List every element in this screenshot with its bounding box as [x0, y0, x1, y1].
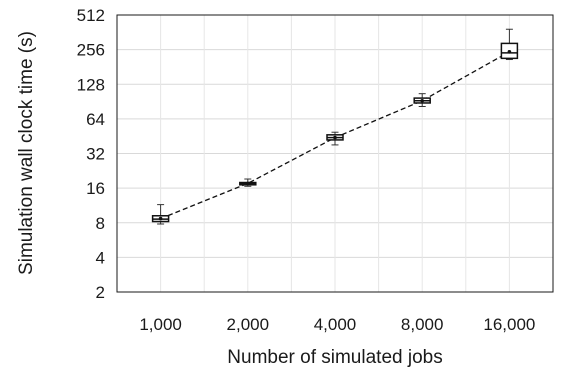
x-tick-labels: 1,000 2,000 4,000 8,000 16,000 — [139, 315, 535, 334]
box-16000 — [500, 28, 519, 61]
x-tick-label: 4,000 — [314, 315, 357, 334]
grid-lines — [117, 14, 553, 293]
box-1000 — [151, 204, 170, 225]
box-2000 — [239, 178, 257, 187]
y-tick-labels: 2 4 8 16 32 64 128 256 512 — [77, 6, 105, 302]
mean-marker — [158, 216, 163, 221]
y-tick-label: 32 — [86, 145, 105, 164]
y-tick-label: 8 — [96, 214, 105, 233]
y-tick-label: 4 — [96, 248, 105, 267]
y-tick-label: 128 — [77, 75, 105, 94]
mean-marker — [246, 181, 250, 186]
y-tick-label: 64 — [86, 110, 105, 129]
box-series — [151, 28, 519, 225]
plot-area-border — [116, 14, 554, 293]
box-8000 — [413, 93, 431, 107]
x-axis-title: Number of simulated jobs — [227, 347, 442, 368]
y-tick-label: 512 — [77, 6, 105, 25]
box-4000 — [326, 131, 344, 146]
y-tick-label: 2 — [96, 283, 105, 302]
y-axis-title: Simulation wall clock time (s) — [16, 31, 37, 275]
y-tick-label: 16 — [86, 179, 105, 198]
mean-marker — [333, 135, 337, 140]
x-tick-label: 2,000 — [227, 315, 270, 334]
y-tick-label: 256 — [77, 41, 105, 60]
x-tick-label: 1,000 — [139, 315, 182, 334]
mean-marker — [420, 98, 425, 103]
mean-marker — [507, 50, 512, 54]
x-tick-label: 8,000 — [401, 315, 444, 334]
x-tick-label: 16,000 — [483, 315, 535, 334]
